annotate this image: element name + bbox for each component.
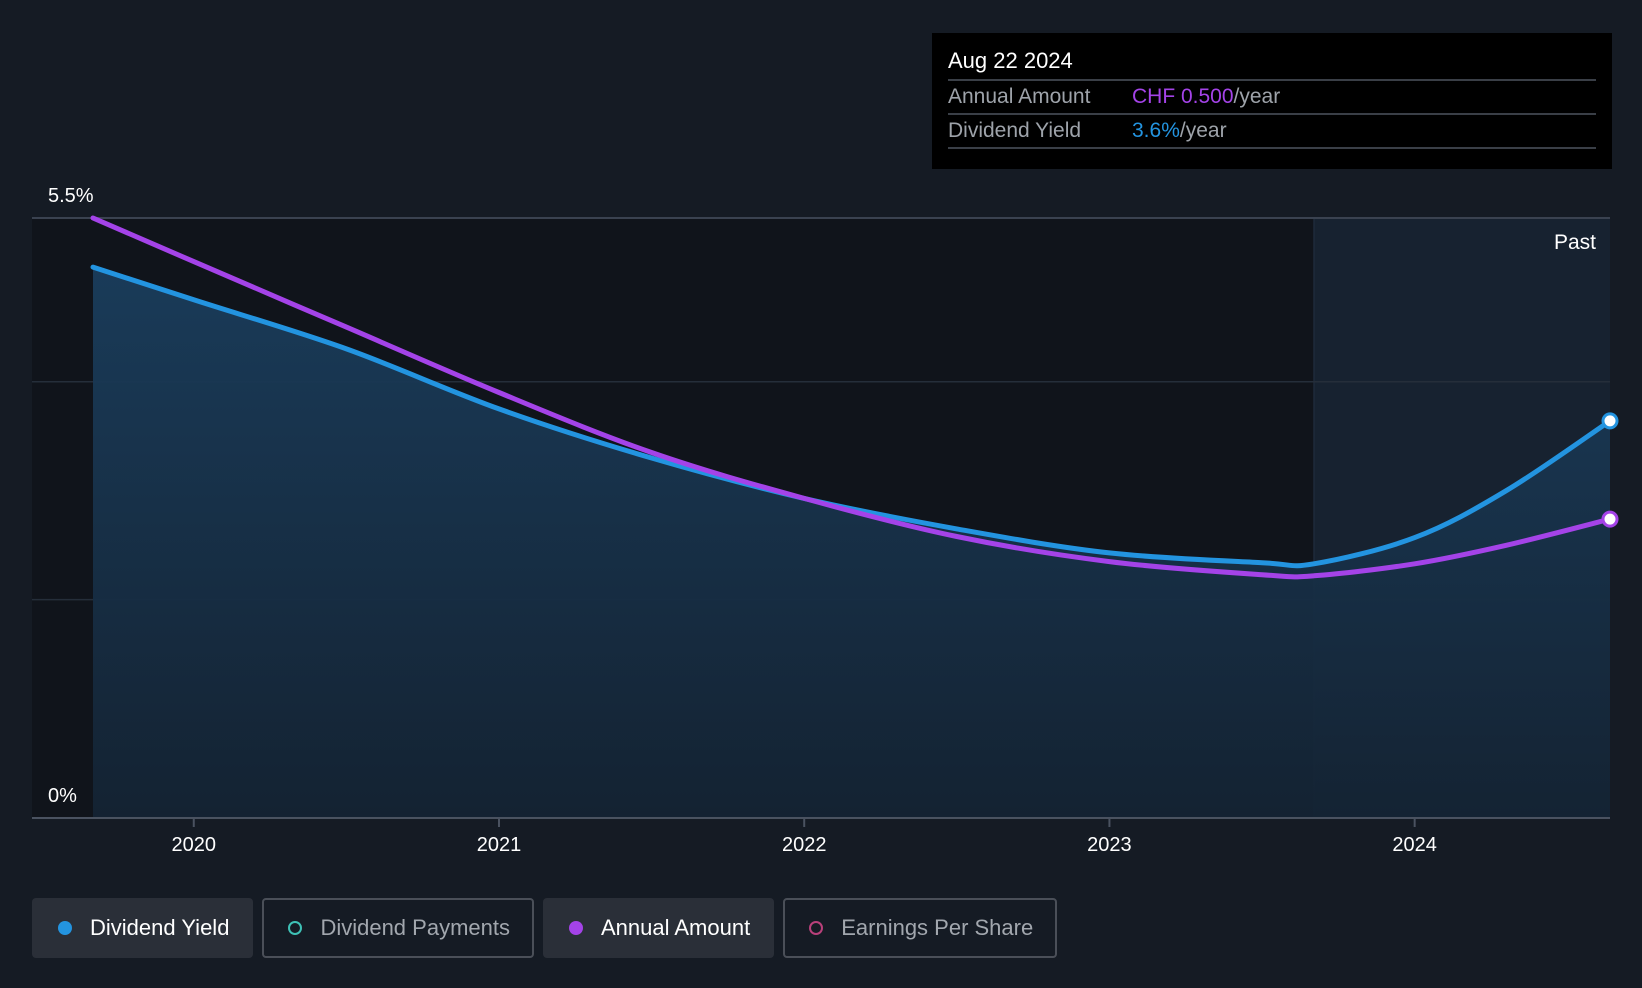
x-tick-label: 2021 <box>477 834 522 856</box>
tooltip-unit: /year <box>1233 85 1281 108</box>
tooltip-label: Annual Amount <box>948 85 1091 108</box>
x-tick-label: 2022 <box>782 834 827 856</box>
y-tick-label: 5.5% <box>48 185 94 207</box>
dividend-yield-area <box>93 267 1610 819</box>
tooltip-value: CHF 0.500 <box>1132 85 1234 108</box>
dividend-yield-endpoint <box>1601 412 1619 430</box>
annual-amount-endpoint <box>1601 510 1619 528</box>
tooltip-row-dividend-yield: Dividend Yield 3.6% /year <box>948 115 1596 149</box>
legend-label: Dividend Payments <box>320 915 510 940</box>
legend-dot-icon <box>288 921 303 935</box>
x-ticks: 2020 2021 2022 2023 2024 <box>172 818 1437 856</box>
legend-item-dividend-payments[interactable]: Dividend Payments <box>262 898 534 958</box>
tooltip-unit: /year <box>1179 119 1227 142</box>
legend-dot-icon <box>58 921 72 935</box>
tooltip-row-annual-amount: Annual Amount CHF 0.500 /year <box>948 81 1596 115</box>
legend-item-earnings-per-share[interactable]: Earnings Per Share <box>783 898 1058 958</box>
dividend-yield-line <box>90 264 1613 569</box>
legend-item-annual-amount[interactable]: Annual Amount <box>542 898 775 958</box>
past-label: Past <box>1554 231 1596 254</box>
tooltip-label: Dividend Yield <box>948 119 1082 142</box>
legend-label: Annual Amount <box>600 915 751 940</box>
x-tick-label: 2024 <box>1392 834 1437 856</box>
tooltip: Aug 22 2024 Annual Amount CHF 0.500 /yea… <box>932 33 1612 169</box>
legend-label: Earnings Per Share <box>841 915 1034 940</box>
legend-item-dividend-yield[interactable]: Dividend Yield <box>32 898 254 958</box>
x-tick-label: 2023 <box>1087 834 1132 856</box>
annual-amount-line <box>90 215 1613 580</box>
y-tick-label: 0% <box>48 785 77 807</box>
legend-dot-icon <box>809 921 824 935</box>
legend-label: Dividend Yield <box>90 915 230 940</box>
legend-dot-icon <box>568 921 583 935</box>
x-tick-label: 2020 <box>172 834 217 856</box>
tooltip-date: Aug 22 2024 <box>948 47 1596 81</box>
legend: Dividend Yield Dividend Payments Annual … <box>32 898 1058 958</box>
tooltip-value: 3.6% <box>1132 119 1180 142</box>
y-labels: 5.5% 0% <box>48 185 94 807</box>
